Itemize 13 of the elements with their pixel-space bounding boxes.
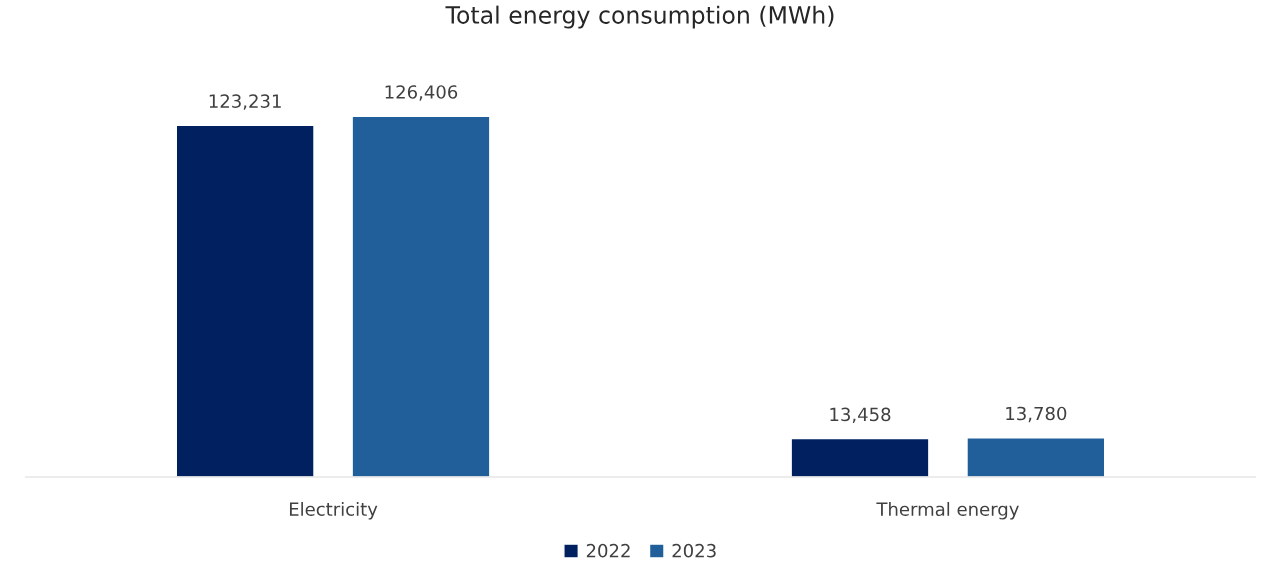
legend-label: 2023 <box>672 543 716 558</box>
bar <box>966 436 1106 478</box>
x-tick-label: Electricity <box>289 502 378 520</box>
data-label: 13,458 <box>830 407 891 424</box>
bar <box>351 115 491 478</box>
bar <box>790 437 930 478</box>
bar <box>175 124 315 478</box>
legend-label: 2022 <box>586 543 630 558</box>
chart-title: Total energy consumption (MWh) <box>445 5 834 29</box>
data-label: 126,406 <box>385 85 458 101</box>
data-label: 123,231 <box>209 94 281 110</box>
x-tick-label: Thermal energy <box>876 502 1019 520</box>
data-label: 13,780 <box>1006 406 1067 423</box>
